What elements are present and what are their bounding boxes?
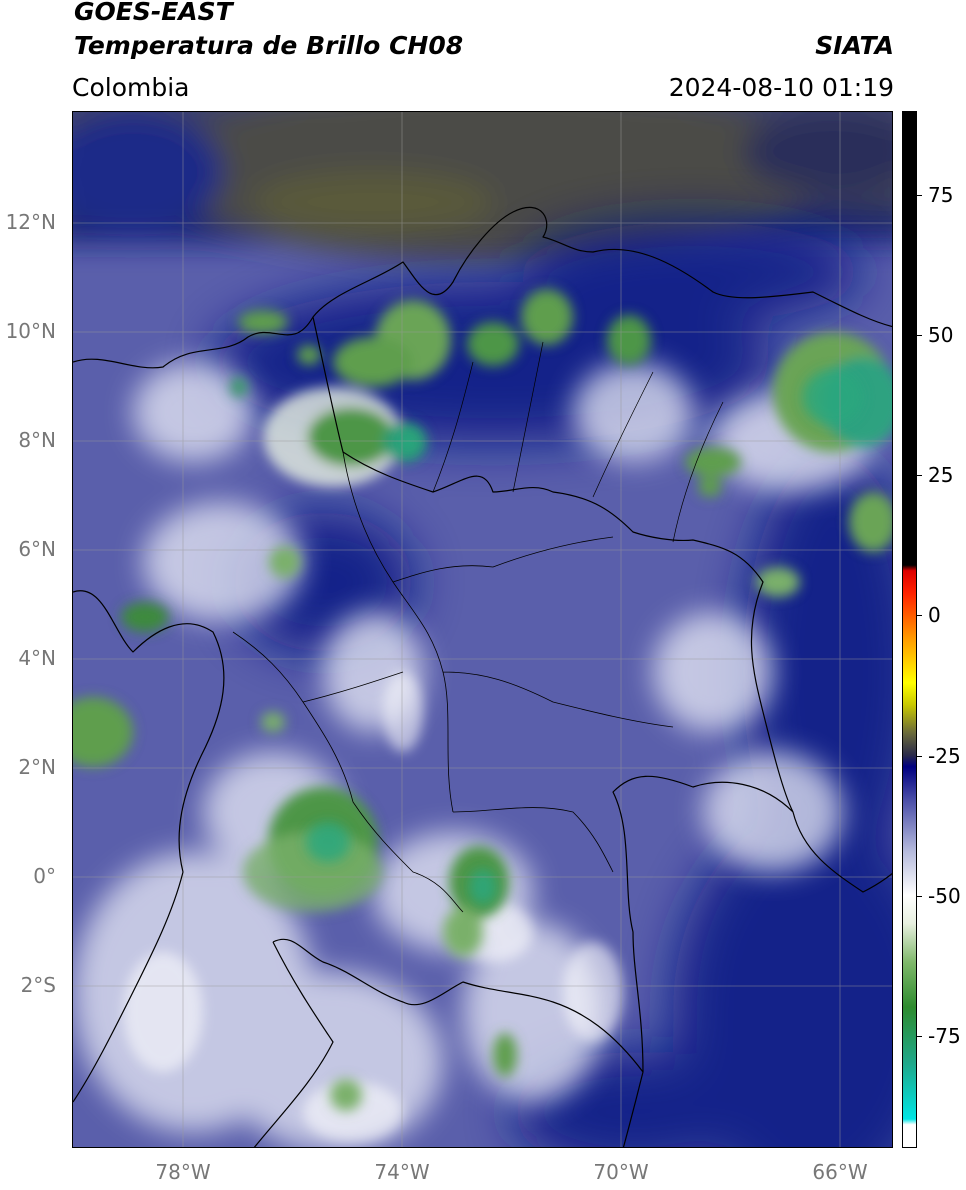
map-panel[interactable] xyxy=(72,111,893,1148)
colombia-venezuela-border xyxy=(312,316,794,813)
colorbar-tick-label: -25 xyxy=(928,743,961,768)
lat-label: 2°N xyxy=(18,755,56,779)
caribbean-coast xyxy=(73,206,892,369)
bright-clouds-light xyxy=(123,672,623,1142)
cell-cores xyxy=(306,369,863,905)
lat-label: 2°S xyxy=(20,973,56,997)
venezuela-internal xyxy=(432,341,724,543)
region-label: Colombia xyxy=(72,73,190,102)
colorbar-tick-label: 50 xyxy=(928,323,954,348)
graticule xyxy=(73,112,892,1147)
internal-departments xyxy=(232,451,674,913)
colorbar-tick xyxy=(916,195,922,197)
colorbar-tick-label: 75 xyxy=(928,183,954,208)
lon-label: 78°W xyxy=(155,1160,211,1184)
colorbar-tick xyxy=(916,1035,922,1037)
satellite-map xyxy=(73,112,892,1147)
brand-label: SIATA xyxy=(815,31,894,60)
dry-band-north xyxy=(73,112,892,262)
lat-label: 4°N xyxy=(18,646,56,670)
lon-label: 66°W xyxy=(812,1160,868,1184)
pacific-coast xyxy=(73,590,225,1103)
colorbar-tick xyxy=(916,615,922,617)
boundaries xyxy=(73,206,892,1147)
timestamp-label: 2024-08-10 01:19 xyxy=(668,73,894,102)
lat-label: 10°N xyxy=(5,319,56,343)
lat-label: 0° xyxy=(33,864,56,888)
product-title: Temperatura de Brillo CH08 xyxy=(74,31,464,60)
colorbar-tick-label: 0 xyxy=(928,603,941,628)
ecuador-peru-border xyxy=(253,941,334,1147)
satellite-title: GOES-EAST xyxy=(74,0,233,26)
convective-cells xyxy=(73,289,892,1111)
lat-label: 6°N xyxy=(18,537,56,561)
lon-label: 74°W xyxy=(374,1160,430,1184)
colombia-peru-border xyxy=(272,938,644,1073)
lon-label: 70°W xyxy=(593,1160,649,1184)
colorbar-tick-label: -75 xyxy=(928,1023,961,1048)
colorbar xyxy=(902,111,917,1148)
colorbar-tick-label: -50 xyxy=(928,883,961,908)
colorbar-tick-label: 25 xyxy=(928,463,954,488)
colorbar-tick xyxy=(916,755,922,757)
lat-label: 8°N xyxy=(18,428,56,452)
colorbar-tick xyxy=(916,895,922,897)
colorbar-tick xyxy=(916,475,922,477)
lat-label: 12°N xyxy=(5,210,56,234)
colorbar-tick xyxy=(916,335,922,337)
colombia-brazil-border xyxy=(612,775,892,1147)
